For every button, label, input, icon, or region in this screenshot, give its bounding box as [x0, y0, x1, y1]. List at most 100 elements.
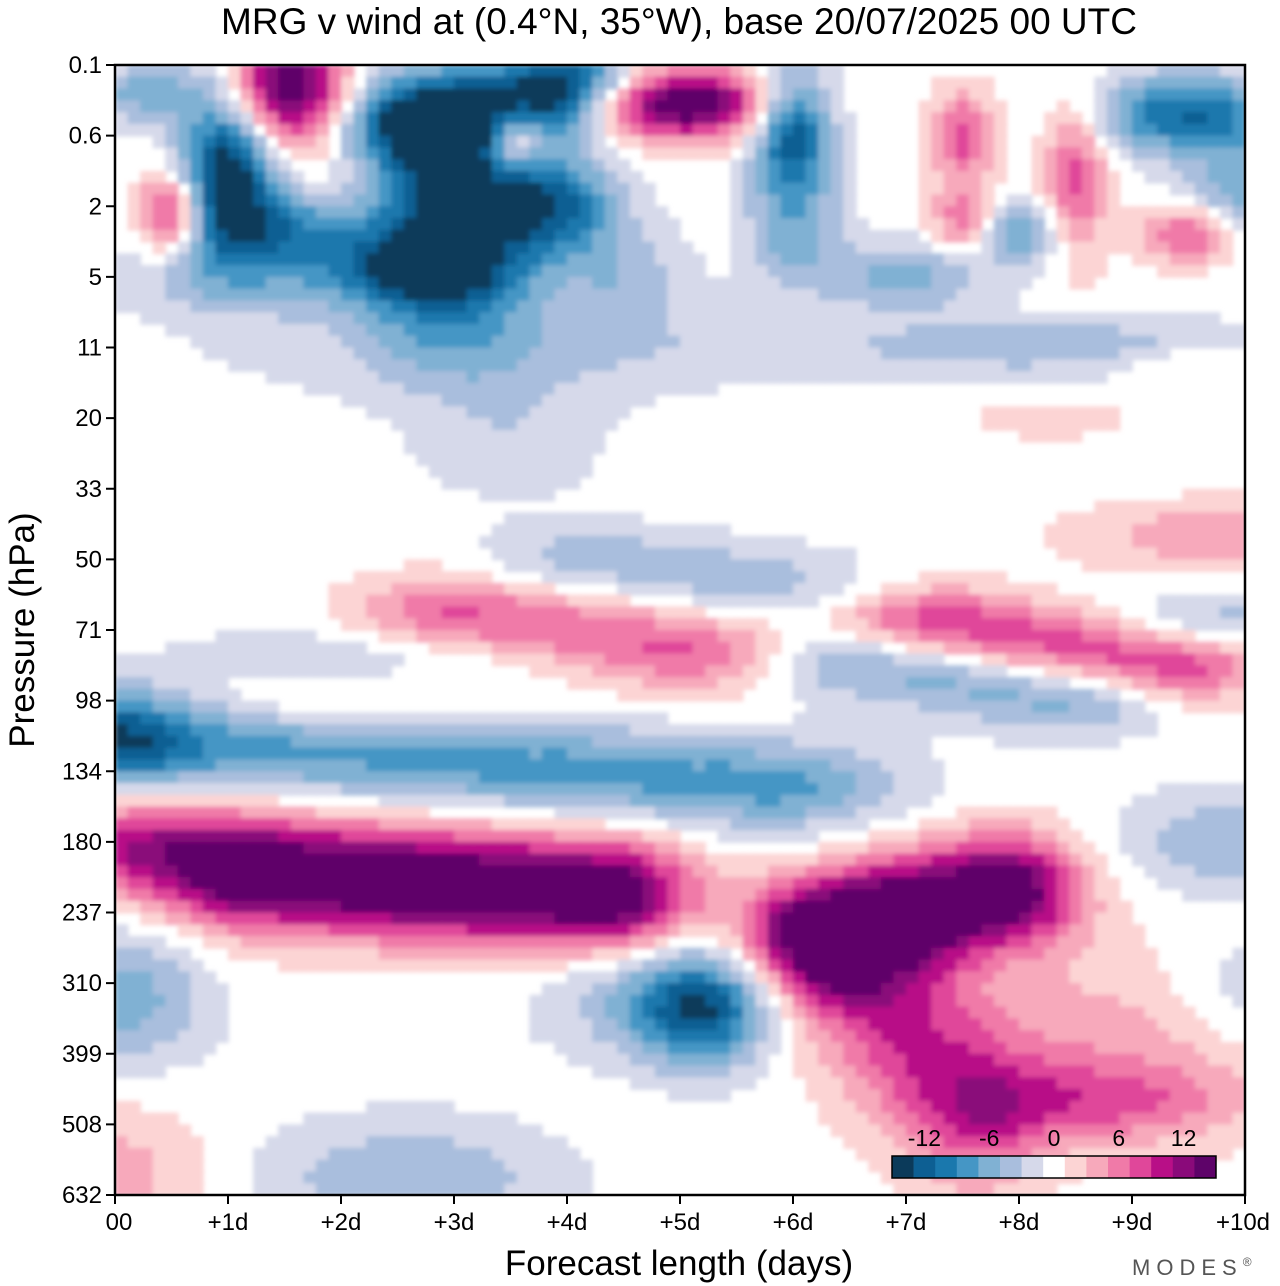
contour-cell [315, 924, 330, 937]
contour-cell [240, 347, 255, 361]
contour-cell [303, 818, 317, 831]
contour-cell [868, 641, 882, 655]
contour-cell [654, 206, 669, 219]
contour-cell [353, 241, 368, 255]
contour-cell [303, 912, 317, 926]
contour-cell [541, 382, 556, 396]
contour-cell [567, 206, 581, 219]
contour-cell [516, 100, 531, 113]
contour-cell [516, 371, 531, 384]
contour-cell [541, 147, 556, 161]
contour-cell [767, 947, 782, 961]
contour-cell [177, 159, 192, 172]
contour-cell [491, 65, 506, 78]
contour-cell [466, 888, 481, 902]
contour-cell [428, 88, 443, 102]
contour-cell [416, 877, 430, 890]
contour-cell [127, 100, 142, 113]
contour-cell [403, 123, 418, 137]
contour-cell [604, 229, 619, 243]
contour-cell [1106, 983, 1121, 996]
contour-cell [215, 218, 229, 231]
contour-cell [504, 65, 518, 78]
contour-cell [1056, 677, 1071, 690]
contour-cell [140, 276, 154, 290]
contour-cell [968, 135, 983, 149]
contour-cell [1094, 888, 1108, 902]
contour-cell [567, 830, 581, 843]
contour-cell [228, 112, 242, 125]
contour-cell [830, 936, 845, 949]
contour-cell [353, 924, 368, 937]
contour-cell [767, 959, 782, 973]
contour-cell [579, 265, 594, 278]
contour-cell [579, 76, 594, 90]
contour-cell [115, 653, 129, 667]
contour-cell [742, 76, 757, 90]
contour-cell [416, 418, 430, 431]
contour-cell [780, 170, 794, 184]
contour-cell [315, 877, 330, 890]
contour-cell [228, 865, 242, 879]
contour-cell [805, 88, 820, 102]
contour-cell [290, 936, 305, 949]
contour-cell [1006, 806, 1020, 820]
contour-cell [516, 194, 531, 208]
contour-cell [918, 983, 933, 996]
contour-cell [441, 312, 455, 325]
contour-cell [541, 559, 556, 573]
contour-cell [1106, 100, 1121, 113]
contour-cell [667, 877, 681, 890]
contour-cell [981, 241, 995, 255]
contour-cell [830, 218, 845, 231]
contour-cell [1106, 630, 1121, 643]
contour-cell [516, 159, 531, 172]
contour-cell [692, 335, 707, 349]
contour-cell [479, 88, 493, 102]
contour-cell [592, 759, 606, 773]
contour-cell [579, 88, 594, 102]
contour-cell [617, 900, 631, 914]
contour-cell [755, 618, 769, 631]
contour-cell [1106, 206, 1121, 219]
contour-cell [1169, 88, 1184, 102]
contour-cell [516, 853, 531, 867]
contour-cell [1194, 794, 1209, 808]
contour-cell [1056, 959, 1071, 973]
contour-cell [918, 112, 933, 125]
contour-cell [541, 771, 556, 784]
contour-cell [303, 382, 317, 396]
contour-cell [152, 276, 167, 290]
contour-cell [805, 312, 820, 325]
contour-cell [1144, 206, 1159, 219]
contour-cell [1132, 147, 1146, 161]
contour-cell [1169, 123, 1184, 137]
contour-cell [152, 712, 167, 726]
contour-cell [1132, 959, 1146, 973]
contour-cell [529, 476, 543, 490]
contour-cell [190, 218, 204, 231]
contour-cell [642, 783, 656, 796]
contour-cell [466, 123, 481, 137]
contour-cell [667, 265, 681, 278]
contour-cell [127, 276, 142, 290]
contour-cell [654, 76, 669, 90]
contour-cell [215, 265, 229, 278]
contour-cell [604, 971, 619, 985]
contour-cell [1194, 147, 1209, 161]
contour-cell [1094, 88, 1108, 102]
contour-cell [567, 476, 581, 490]
contour-cell [1132, 630, 1146, 643]
contour-cell [190, 288, 204, 302]
contour-cell [742, 735, 757, 749]
contour-cell [215, 253, 229, 266]
contour-cell [215, 335, 229, 349]
contour-cell [491, 771, 506, 784]
contour-cell [529, 253, 543, 266]
contour-cell [1144, 559, 1159, 573]
contour-cell [491, 747, 506, 761]
contour-cell [1056, 665, 1071, 678]
contour-cell [341, 818, 355, 831]
contour-cell [215, 936, 229, 949]
contour-cell [730, 724, 744, 737]
